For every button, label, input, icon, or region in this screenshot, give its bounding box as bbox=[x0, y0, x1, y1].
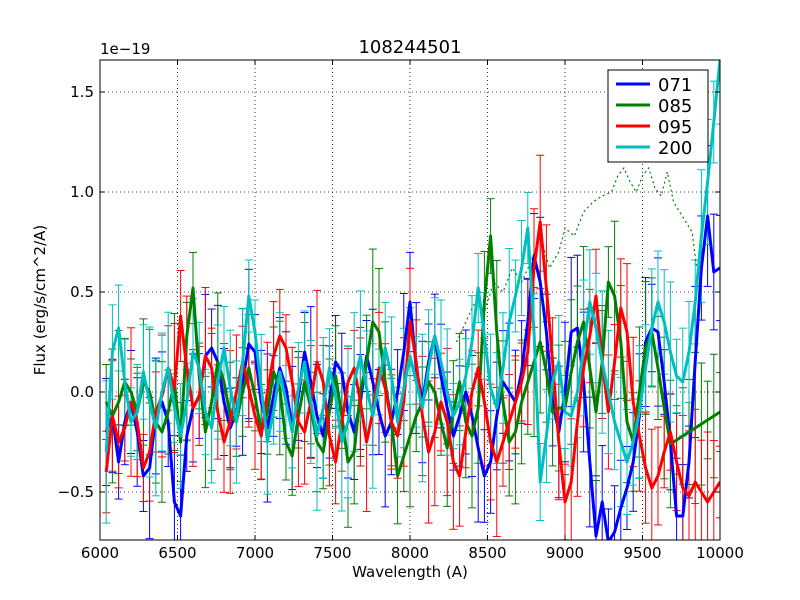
legend-label-095: 095 bbox=[658, 117, 692, 138]
legend-label-085: 085 bbox=[658, 96, 692, 117]
y-tick-label: 1.5 bbox=[70, 83, 94, 101]
y-tick-label: 1.0 bbox=[70, 183, 94, 201]
chart-title: 108244501 bbox=[358, 37, 461, 58]
y-tick-label: 0.0 bbox=[70, 383, 94, 401]
y-tick-label: −0.5 bbox=[58, 483, 94, 501]
legend-label-200: 200 bbox=[658, 138, 692, 159]
y-axis-label: Flux (erg/s/cm^2/A) bbox=[31, 225, 49, 376]
x-tick-label: 7000 bbox=[236, 544, 274, 562]
series-line-095 bbox=[104, 220, 720, 504]
legend-label-071: 071 bbox=[658, 75, 692, 96]
x-tick-label: 10000 bbox=[696, 544, 744, 562]
y-tick-label: 0.5 bbox=[70, 283, 94, 301]
series-line-200 bbox=[104, 60, 720, 484]
axis-ticks: 6000 6500 7000 7500 8000 8500 9000 9500 10000 −0.… bbox=[58, 60, 744, 562]
x-tick-label: 7500 bbox=[313, 544, 351, 562]
plot-area bbox=[102, 60, 720, 540]
x-tick-label: 9500 bbox=[623, 544, 661, 562]
x-tick-label: 6500 bbox=[158, 544, 196, 562]
x-tick-label: 6000 bbox=[81, 544, 119, 562]
offset-label: 1e−19 bbox=[100, 40, 150, 58]
x-tick-label: 8500 bbox=[468, 544, 506, 562]
x-axis-label: Wavelength (A) bbox=[352, 563, 468, 581]
x-tick-label: 8000 bbox=[391, 544, 429, 562]
x-tick-label: 9000 bbox=[546, 544, 584, 562]
